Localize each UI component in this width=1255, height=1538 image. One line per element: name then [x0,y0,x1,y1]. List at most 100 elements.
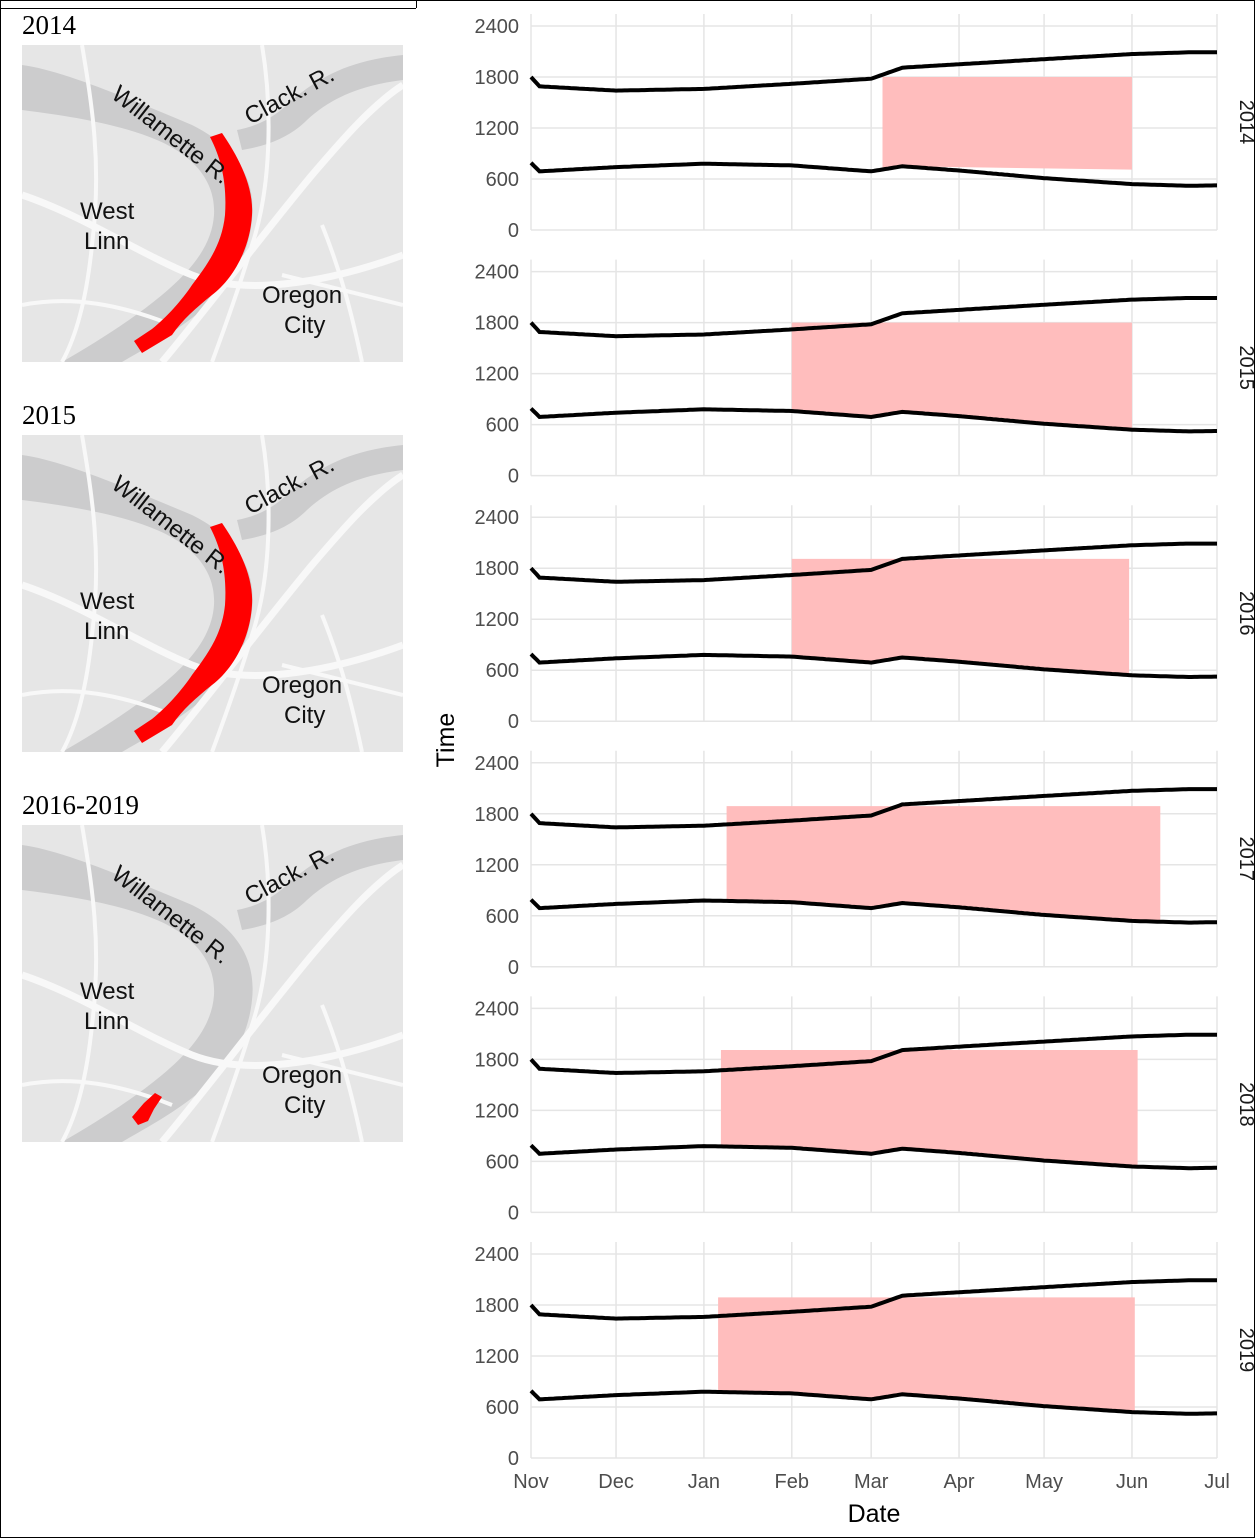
label-west-linn-1: West [80,588,135,615]
map-label-2015: 2015 [22,400,76,430]
road [60,825,99,1142]
x-axis-title: Date [848,1500,901,1528]
panel-top-rule [0,8,416,9]
y-tick-label: 2400 [475,262,520,284]
map-label-2014: 2014 [22,10,76,40]
x-tick-label: Jul [1204,1471,1230,1493]
facet-strip-label: 2017 [1235,837,1255,882]
facet-strip-label: 2014 [1235,100,1255,145]
road [159,862,403,1142]
y-tick-label: 1800 [475,558,520,580]
y-tick-label: 0 [508,466,519,488]
sunrise-line [529,898,1217,925]
label-west-linn-2: Linn [84,618,129,645]
sunrise-line [529,1143,1217,1171]
clackamas-river [237,55,403,150]
facet-strip-label: 2019 [1235,1328,1255,1373]
facet-panel-2019: 0 600 1200 1800 2400 2019 [475,1242,1255,1470]
y-tick-label: 1800 [475,67,520,89]
clackamas-river [237,445,403,540]
road [22,299,173,327]
y-tick-label: 1800 [475,313,520,335]
x-tick-label: Jan [688,1471,720,1493]
label-oregon-city-2: City [284,1092,325,1119]
label-west-linn-2: Linn [84,1008,129,1035]
facet-panel-2017: 0 600 1200 1800 2400 2017 [475,750,1255,979]
fishery-extent-region [132,1093,162,1125]
label-west-linn-1: West [80,198,135,225]
fishery-extent-region [134,523,253,743]
road [159,82,403,362]
fishery-window-2014 [882,77,1132,170]
map-2014: Willamette R. Clack. R. West Linn Oregon City [22,45,403,362]
y-tick-label: 0 [508,711,519,733]
y-tick-label: 0 [508,957,519,979]
sunset-line [529,787,1217,830]
road [159,472,403,752]
y-tick-label: 1800 [475,804,520,826]
label-west-linn-2: Linn [84,228,129,255]
x-tick-label: Mar [854,1471,889,1493]
facet-strip-label: 2018 [1235,1082,1255,1127]
y-tick-label: 0 [508,1202,519,1224]
x-tick-label: May [1025,1471,1063,1493]
y-tick-label: 1800 [475,1295,520,1317]
facet-panel-2015: 0 600 1200 1800 2400 2015 [475,259,1255,488]
road [22,971,403,1069]
label-oregon-city-2: City [284,312,325,339]
road [281,663,403,697]
y-tick-label: 600 [486,415,519,437]
facet-panel-2018: 0 600 1200 1800 2400 2018 [475,996,1255,1224]
y-tick-label: 2400 [475,507,520,529]
y-tick-label: 1200 [475,1100,520,1122]
y-axis-title: Time [432,713,460,768]
y-tick-label: 1200 [475,118,520,140]
sunrise-line [529,652,1217,679]
label-oregon-city-2: City [284,702,325,729]
y-tick-label: 600 [486,1151,519,1173]
y-tick-label: 600 [486,1397,519,1419]
sunset-line [529,296,1217,339]
y-tick-label: 1200 [475,364,520,386]
road [60,435,99,752]
road [22,191,403,289]
panel-divider [416,0,417,8]
map-2016-2019: Willamette R. Clack. R. West Linn Oregon City [22,825,403,1142]
y-tick-label: 600 [486,660,519,682]
road [22,689,173,717]
y-tick-label: 1800 [475,1049,520,1071]
facet-panel-2014: 0 600 1200 1800 2400 2014 [475,14,1255,242]
y-tick-label: 0 [508,220,519,242]
y-tick-label: 600 [486,169,519,191]
label-oregon-city-1: Oregon [262,1062,342,1089]
sunrise-line [529,1389,1217,1416]
road [320,1004,364,1142]
daylight-facet-chart: 0 600 1200 1800 2400 2014 0 600 1200 1800 2400 2015… [432,14,1255,1528]
label-oregon-city-1: Oregon [262,282,342,309]
x-tick-label: Apr [943,1471,974,1493]
map-2015: Willamette R. Clack. R. West Linn Oregon City [22,435,403,752]
road [320,614,364,752]
y-tick-label: 2400 [475,1244,520,1266]
facet-strip-label: 2016 [1235,591,1255,636]
map-label-2016-2019: 2016-2019 [22,790,139,820]
road [320,224,364,362]
clackamas-river [237,835,403,930]
sunrise-line [529,407,1217,434]
x-tick-label: Dec [598,1471,634,1493]
x-tick-label: Nov [513,1471,549,1493]
road [210,825,271,1142]
sunset-line [529,1032,1217,1076]
road [22,581,403,679]
road [281,273,403,307]
facet-panel-2016: 0 600 1200 1800 2400 2016 [475,505,1255,733]
sunrise-line [529,161,1217,188]
fishery-window-2015 [791,322,1132,430]
willamette-river [22,845,253,1142]
road [210,45,271,362]
label-oregon-city-1: Oregon [262,672,342,699]
road [281,1053,403,1087]
x-tick-label: Feb [775,1471,809,1493]
label-west-linn-1: West [80,978,135,1005]
y-tick-label: 600 [486,906,519,928]
